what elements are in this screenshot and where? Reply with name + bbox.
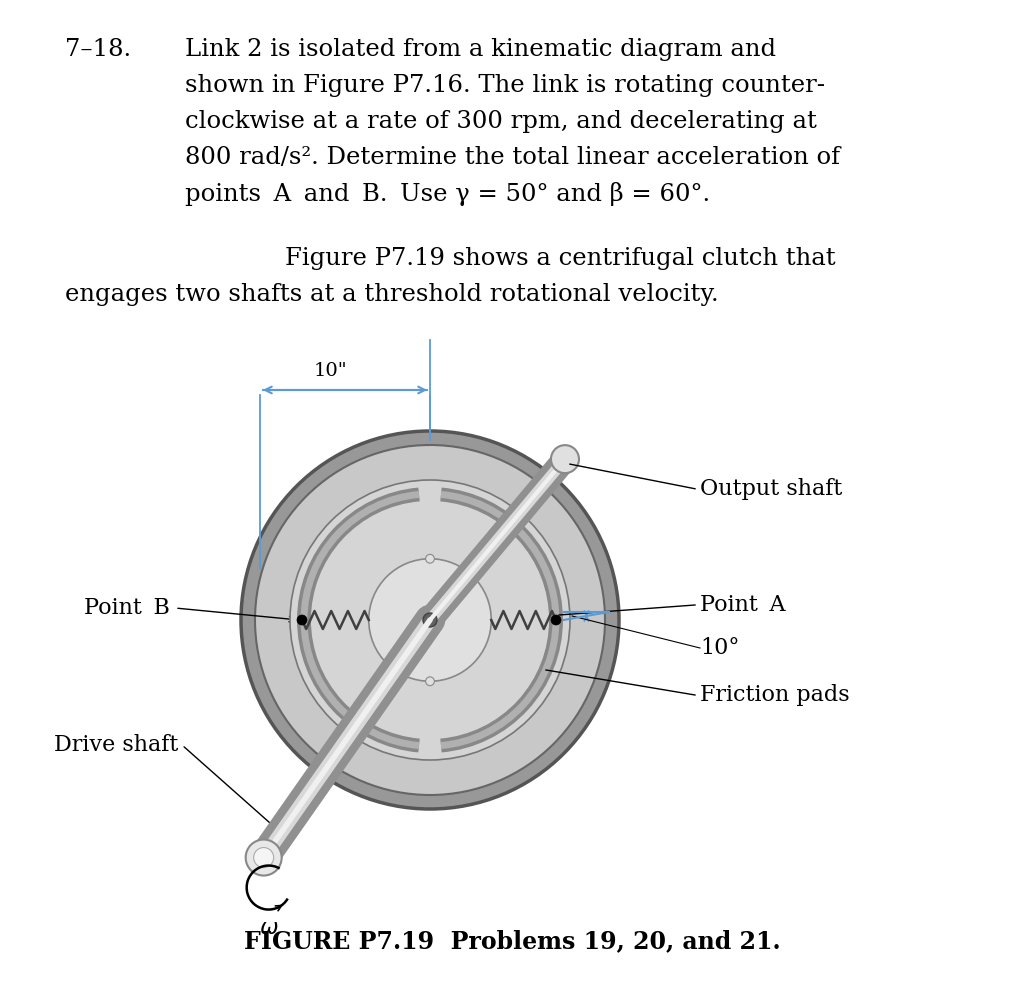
Circle shape xyxy=(290,480,570,760)
Text: Point  A: Point A xyxy=(700,594,785,616)
Text: engages two shafts at a threshold rotational velocity.: engages two shafts at a threshold rotati… xyxy=(65,283,719,306)
Circle shape xyxy=(551,445,579,473)
Text: 7–18.: 7–18. xyxy=(65,38,131,61)
Text: clockwise at a rate of 300 rpm, and decelerating at: clockwise at a rate of 300 rpm, and dece… xyxy=(185,110,817,133)
Text: Friction pads: Friction pads xyxy=(700,684,850,706)
Text: Point  B: Point B xyxy=(84,597,170,619)
Circle shape xyxy=(297,615,307,625)
Text: 10°: 10° xyxy=(700,637,739,659)
Circle shape xyxy=(551,615,561,625)
Circle shape xyxy=(255,445,605,795)
Text: 800 rad/s². Determine the total linear acceleration of: 800 rad/s². Determine the total linear a… xyxy=(185,146,840,169)
Circle shape xyxy=(426,677,434,685)
Circle shape xyxy=(246,839,282,876)
Text: points  A  and  B.  Use γ = 50° and β = 60°.: points A and B. Use γ = 50° and β = 60°. xyxy=(185,182,710,206)
Text: $\omega$: $\omega$ xyxy=(259,917,279,938)
Text: Drive shaft: Drive shaft xyxy=(53,734,178,756)
Circle shape xyxy=(254,847,273,868)
Text: shown in Figure P7.16. The link is rotating counter-: shown in Figure P7.16. The link is rotat… xyxy=(185,74,825,97)
Text: FIGURE P7.19  Problems 19, 20, and 21.: FIGURE P7.19 Problems 19, 20, and 21. xyxy=(244,929,780,953)
Circle shape xyxy=(426,554,434,563)
Circle shape xyxy=(369,558,492,681)
Text: 10": 10" xyxy=(313,362,347,380)
Circle shape xyxy=(241,431,618,809)
Text: Output shaft: Output shaft xyxy=(700,478,843,499)
Text: Figure P7.19 shows a centrifugal clutch that: Figure P7.19 shows a centrifugal clutch … xyxy=(285,247,836,269)
Text: Link 2 is isolated from a kinematic diagram and: Link 2 is isolated from a kinematic diag… xyxy=(185,38,776,61)
Circle shape xyxy=(423,613,437,627)
